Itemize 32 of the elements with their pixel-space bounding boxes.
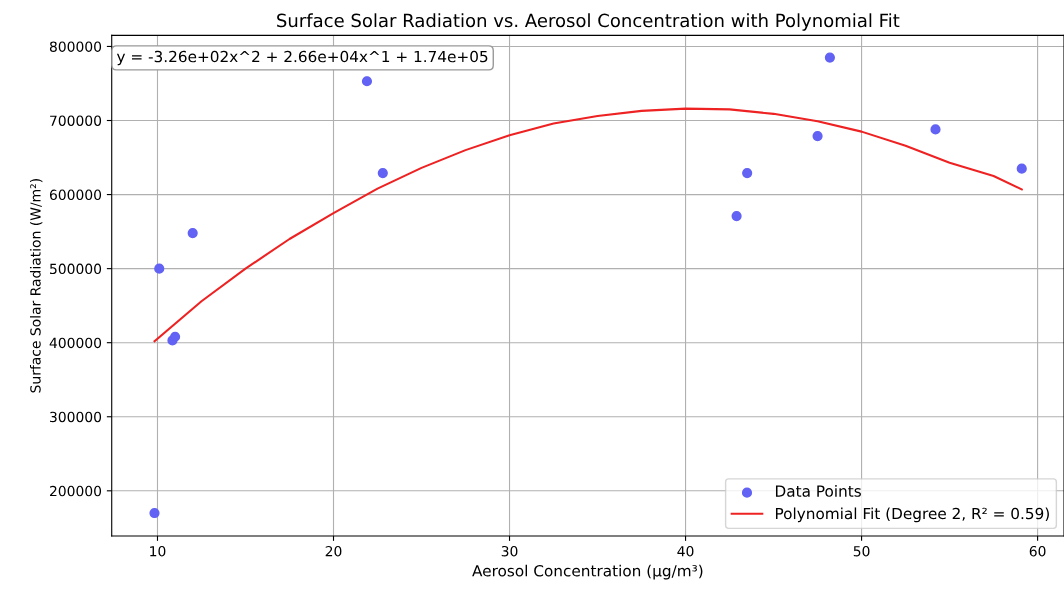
y-tick-label: 300000 xyxy=(50,411,102,423)
point xyxy=(187,227,198,239)
annotation: y = -3.26e+02x^2 + 2.66e+04x^1 + 1.74e+05 xyxy=(116,50,488,66)
point xyxy=(377,168,388,179)
point xyxy=(154,263,165,274)
y-tick-label: 600000 xyxy=(49,189,102,201)
legend-label: Polynomial Fit (Degree 2, R² = 0.59) xyxy=(775,507,1049,523)
point xyxy=(361,76,373,87)
x-tick-label: 40 xyxy=(677,545,694,557)
y-tick-label: 400000 xyxy=(49,337,102,349)
y-tick-label: 700000 xyxy=(50,115,102,126)
x-tick-label: 30 xyxy=(501,545,518,557)
point xyxy=(742,168,753,179)
x-tick-label: 10 xyxy=(150,545,166,557)
y-tick-label: 800000 xyxy=(49,41,102,52)
chart-title: Surface Solar Radiation vs. Aerosol Concentration with Polynomial Fit xyxy=(277,13,900,31)
point xyxy=(812,130,823,142)
x-tick-label: 20 xyxy=(325,545,342,557)
y-tick-label: 500000 xyxy=(50,263,102,275)
x-tick-label: 60 xyxy=(1029,545,1046,557)
legend-label: Data Points xyxy=(775,485,861,497)
point xyxy=(731,210,742,222)
x-axis-title: Aerosol Concentration (µg/m³) xyxy=(472,564,703,580)
point xyxy=(930,124,941,135)
y-axis-title: Surface Solar Radiation (W/m²) xyxy=(29,179,43,393)
point xyxy=(149,507,160,519)
x-tick-label: 50 xyxy=(853,545,870,557)
line-series xyxy=(153,107,1023,343)
point xyxy=(1016,163,1027,174)
point xyxy=(170,331,181,342)
y-tick-label: 200000 xyxy=(49,485,102,497)
point xyxy=(824,52,835,63)
